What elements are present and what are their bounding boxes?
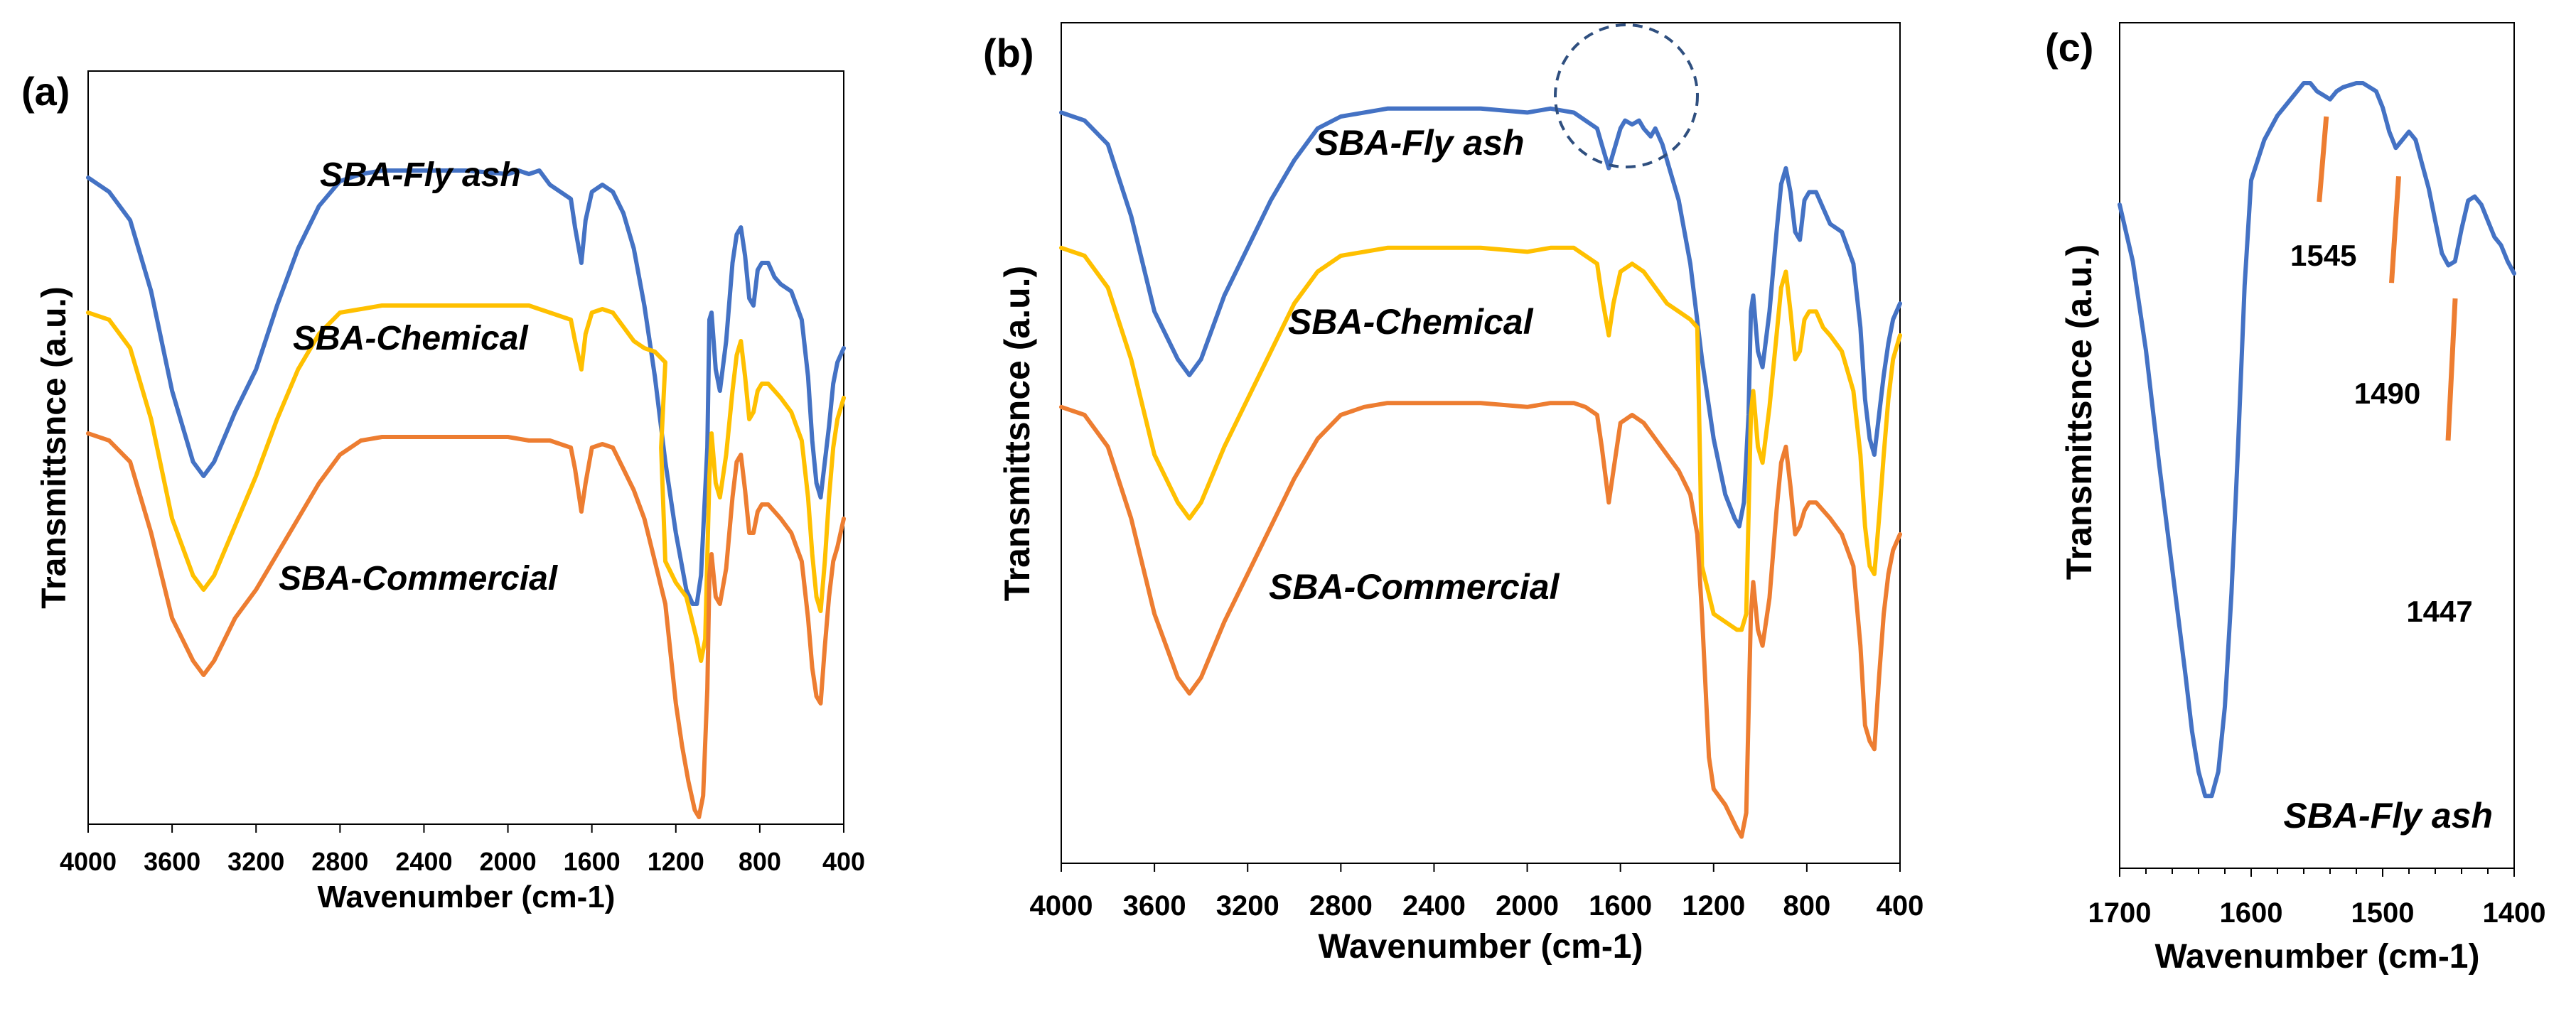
series-label-commercial-a: SBA-Commercial (279, 560, 559, 598)
peak-label: 1490 (2354, 377, 2420, 410)
panel-a: (a) 4000 3600 3200 2800 2400 2000 1600 1200 800 4… (21, 69, 865, 914)
series-line-sba-fly-ash-a (86, 168, 846, 606)
series-label-fly-ash-b: SBA-Fly ash (1315, 123, 1525, 163)
x-tick-label: 2800 (1309, 890, 1373, 922)
series-label-fly-ash-a: SBA-Fly ash (320, 156, 521, 194)
peak-label: 1447 (2406, 595, 2472, 628)
panel-a-lines (86, 168, 846, 819)
x-tick-label: 1700 (2088, 897, 2152, 929)
panel-b-xlabel: Wavenumber (cm-1) (1319, 928, 1643, 966)
peak-label: 1545 (2290, 239, 2356, 272)
series-line-sba-commercial-a (86, 431, 846, 819)
x-tick-label: 3600 (144, 847, 200, 876)
panel-a-ylabel: Transmittsnce (a.u.) (36, 286, 73, 608)
panel-c-xlabel: Wavenumber (cm-1) (2155, 938, 2480, 976)
panel-a-label: (a) (21, 69, 70, 114)
panel-c-plot-frame (2119, 22, 2515, 869)
x-tick-label: 400 (822, 847, 865, 876)
x-tick-label: 1600 (2220, 897, 2283, 929)
panel-b-ylabel: Transmittsnce (a.u.) (997, 266, 1037, 601)
series-line-sba-fly-ash-c (2118, 81, 2516, 799)
panel-c-ylabel: Transmittsnce (a.u.) (2059, 244, 2099, 580)
series-line-sba-chemical-b (1059, 245, 1902, 632)
panel-b-lines (1059, 106, 1902, 839)
panel-b: (b) 4000 3600 3200 2800 2400 2000 1600 1200 800 4… (983, 22, 1924, 966)
series-line-sba-commercial-b (1059, 401, 1902, 839)
x-tick-label: 1400 (2483, 897, 2546, 929)
x-tick-label: 3200 (227, 847, 284, 876)
x-tick-label: 2400 (1402, 890, 1466, 922)
panel-c-peaks: 1545 1490 1447 (2290, 116, 2473, 628)
x-tick-label: 400 (1877, 890, 1924, 922)
x-tick-label: 4000 (1030, 890, 1093, 922)
panel-c-lines (2118, 81, 2516, 799)
x-tick-label: 1600 (1589, 890, 1652, 922)
x-tick-label: 1500 (2351, 897, 2415, 929)
x-tick-label: 1200 (1682, 890, 1745, 922)
panel-b-label: (b) (983, 31, 1034, 75)
panel-a-plot-frame (87, 70, 844, 825)
series-label-chemical-a: SBA-Chemical (293, 320, 529, 357)
x-tick-label: 3200 (1216, 890, 1279, 922)
panel-b-ticks: 4000 3600 3200 2800 2400 2000 1600 1200 800 400 (1030, 863, 1924, 922)
series-label-commercial-b: SBA-Commercial (1269, 567, 1560, 607)
peak-marker-line (2389, 175, 2401, 283)
x-tick-label: 2000 (1496, 890, 1559, 922)
x-tick-label: 1200 (648, 847, 704, 876)
x-tick-label: 2800 (311, 847, 368, 876)
panel-a-xlabel: Wavenumber (cm-1) (318, 880, 616, 914)
x-tick-label: 2400 (395, 847, 452, 876)
panel-b-plot-frame (1061, 22, 1901, 864)
panel-a-ticks: 4000 3600 3200 2800 2400 2000 1600 1200 800 400 (60, 824, 865, 876)
x-tick-label: 800 (1783, 890, 1831, 922)
x-tick-label: 3600 (1123, 890, 1186, 922)
series-line-sba-fly-ash-b (1059, 106, 1902, 529)
x-tick-label: 4000 (60, 847, 117, 876)
x-tick-label: 800 (739, 847, 781, 876)
series-label-fly-ash-c: SBA-Fly ash (2283, 796, 2493, 836)
series-label-chemical-b: SBA-Chemical (1288, 302, 1534, 342)
peak-marker-line (2317, 116, 2329, 202)
x-tick-label: 1600 (564, 847, 621, 876)
panel-c-label: (c) (2045, 25, 2093, 70)
x-tick-label: 2000 (480, 847, 537, 876)
series-line-sba-chemical-a (86, 303, 846, 663)
highlight-circle (1554, 23, 1699, 168)
panel-c: (c) 1700 1600 1500 1400 1545 1490 1447 SBA-Fl… (2045, 22, 2546, 976)
panel-c-ticks: 1700 1600 1500 1400 (2088, 868, 2546, 929)
peak-marker-line (2445, 298, 2458, 441)
